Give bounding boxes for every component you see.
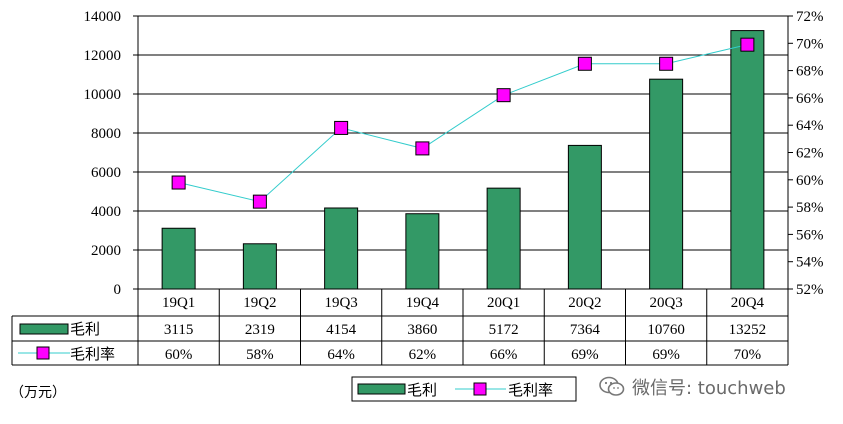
marker-20Q2 bbox=[577, 56, 592, 71]
margin-line bbox=[178, 44, 748, 203]
bar-20Q2 bbox=[567, 144, 602, 290]
category-label: 20Q2 bbox=[568, 295, 601, 311]
bar-19Q2 bbox=[242, 243, 277, 290]
table-cell: 70% bbox=[734, 347, 762, 363]
marker-20Q3 bbox=[659, 56, 674, 71]
right-axis-ticks: 52% 54% 56% 58% 60% 62% 64% 66% 68% 70% 72% bbox=[796, 9, 824, 298]
left-tick-label: 12000 bbox=[84, 48, 122, 64]
row-label: 毛利 bbox=[70, 320, 100, 338]
category-label: 20Q3 bbox=[649, 295, 682, 311]
legend-bar-key bbox=[357, 383, 406, 395]
category-label: 19Q4 bbox=[406, 295, 440, 311]
watermark: 微信号: touchweb bbox=[598, 372, 838, 402]
row-key-marker bbox=[36, 346, 50, 360]
table-cell: 2319 bbox=[245, 322, 275, 338]
table-cell: 66% bbox=[490, 347, 518, 363]
table-cell: 13252 bbox=[729, 322, 767, 338]
table-cell: 69% bbox=[652, 347, 680, 363]
table-cell: 69% bbox=[571, 347, 599, 363]
marker-19Q3 bbox=[334, 120, 349, 135]
legend-label: 毛利率 bbox=[508, 381, 553, 399]
gridlines bbox=[138, 15, 788, 290]
category-label: 19Q1 bbox=[162, 295, 195, 311]
row-key-bar bbox=[19, 323, 69, 335]
left-tick-label: 10000 bbox=[84, 87, 122, 103]
right-tick-label: 66% bbox=[796, 91, 824, 107]
line-series bbox=[171, 37, 755, 209]
category-label: 20Q1 bbox=[487, 295, 520, 311]
left-tick-label: 2000 bbox=[91, 243, 121, 259]
left-tick-label: 14000 bbox=[84, 9, 122, 25]
right-tick-label: 60% bbox=[796, 173, 824, 189]
marker-20Q4 bbox=[740, 37, 755, 52]
legend-marker-key bbox=[473, 382, 487, 396]
watermark-text: 微信号: touchweb bbox=[632, 378, 786, 399]
table-cell: 3860 bbox=[407, 322, 437, 338]
left-tick-label: 8000 bbox=[91, 126, 121, 142]
legend: 毛利 毛利率 bbox=[351, 376, 577, 402]
data-table: 19Q1 19Q2 19Q3 19Q4 20Q1 20Q2 20Q3 20Q4 毛利 3115 23… bbox=[11, 289, 789, 366]
right-tick-label: 68% bbox=[796, 64, 824, 80]
bar-20Q3 bbox=[649, 78, 684, 290]
table-cell: 5172 bbox=[489, 322, 519, 338]
bar-19Q4 bbox=[405, 213, 440, 290]
right-tick-label: 72% bbox=[796, 9, 824, 25]
marker-20Q1 bbox=[496, 88, 511, 103]
table-cell: 7364 bbox=[570, 322, 601, 338]
marker-19Q2 bbox=[252, 194, 267, 209]
unit-label: （万元） bbox=[10, 385, 66, 401]
bar-19Q3 bbox=[324, 207, 359, 290]
left-tick-label: 0 bbox=[114, 282, 122, 298]
left-tick-label: 6000 bbox=[91, 165, 121, 181]
right-tick-label: 52% bbox=[796, 282, 824, 298]
bar-20Q1 bbox=[486, 187, 521, 290]
legend-label: 毛利 bbox=[407, 381, 437, 399]
table-cell: 3115 bbox=[164, 322, 193, 338]
marker-19Q1 bbox=[171, 175, 186, 190]
row-label: 毛利率 bbox=[70, 345, 115, 363]
right-tick-label: 58% bbox=[796, 200, 824, 216]
wechat-icon bbox=[599, 376, 625, 396]
table-cell: 4154 bbox=[326, 322, 357, 338]
bar-19Q1 bbox=[161, 227, 196, 290]
table-cell: 58% bbox=[246, 347, 274, 363]
left-tick-label: 4000 bbox=[91, 204, 121, 220]
category-label: 19Q2 bbox=[243, 295, 276, 311]
table-cell: 10760 bbox=[647, 322, 685, 338]
category-label: 20Q4 bbox=[731, 295, 765, 311]
category-label: 19Q3 bbox=[324, 295, 357, 311]
left-axis-ticks: 0 2000 4000 6000 8000 10000 12000 14000 bbox=[84, 9, 122, 298]
table-cell: 64% bbox=[327, 347, 355, 363]
right-tick-label: 62% bbox=[796, 146, 824, 162]
right-tick-label: 64% bbox=[796, 118, 824, 134]
right-tick-label: 56% bbox=[796, 227, 824, 243]
marker-19Q4 bbox=[415, 141, 430, 156]
bar-series bbox=[161, 30, 765, 290]
bar-20Q4 bbox=[730, 30, 765, 290]
table-cell: 60% bbox=[165, 347, 193, 363]
right-tick-label: 54% bbox=[796, 255, 824, 271]
table-cell: 62% bbox=[409, 347, 437, 363]
axes bbox=[133, 15, 793, 290]
right-tick-label: 70% bbox=[796, 36, 824, 52]
